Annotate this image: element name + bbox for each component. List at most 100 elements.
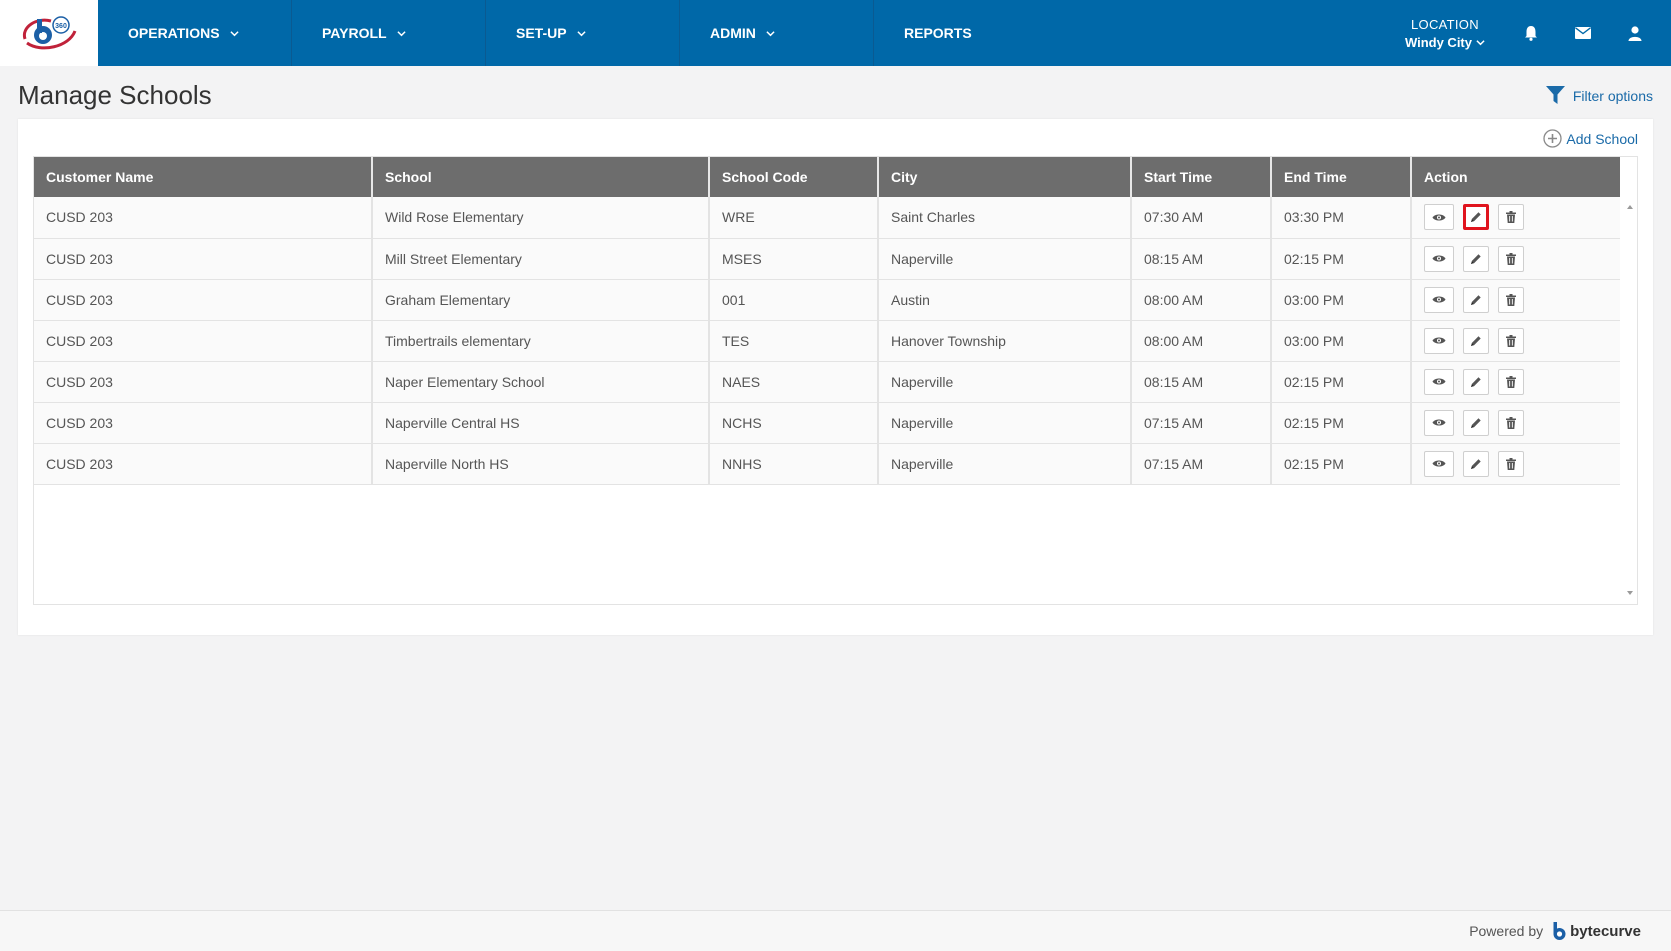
column-header-school-code[interactable]: School Code (709, 157, 879, 197)
row-actions (1424, 245, 1620, 272)
delete-button[interactable] (1498, 327, 1524, 354)
powered-by-label: Powered by (1469, 923, 1544, 939)
nav-payroll[interactable]: PAYROLL (292, 0, 486, 66)
row-actions (1424, 409, 1620, 436)
column-header-city[interactable]: City (878, 157, 1132, 197)
trash-icon (1506, 334, 1516, 347)
cell-school: Graham Elementary (372, 279, 710, 321)
view-button[interactable] (1424, 409, 1454, 436)
add-school-button[interactable]: Add School (1543, 129, 1638, 148)
view-button[interactable] (1424, 450, 1454, 477)
edit-button[interactable] (1463, 409, 1489, 436)
table-row: CUSD 203 Mill Street Elementary MSES Naperv… (34, 238, 1620, 280)
cell-actions (1411, 197, 1620, 239)
pencil-icon (1471, 376, 1481, 387)
pencil-icon (1471, 253, 1481, 264)
edit-button[interactable] (1463, 286, 1489, 313)
table-row: CUSD 203 Wild Rose Elementary WRE Saint Cha… (34, 197, 1620, 239)
eye-icon (1432, 419, 1446, 426)
cell-start-time: 08:00 AM (1131, 320, 1272, 362)
column-header-end-time[interactable]: End Time (1271, 157, 1412, 197)
nav-payroll-label: PAYROLL (322, 25, 387, 41)
notifications-button[interactable] (1505, 0, 1557, 66)
scroll-up-arrow-icon[interactable] (1625, 202, 1635, 212)
delete-button[interactable] (1498, 286, 1524, 313)
cell-school-code: NNHS (709, 443, 879, 485)
view-button[interactable] (1424, 286, 1454, 313)
filter-options-button[interactable]: Filter options (1545, 86, 1653, 105)
location-selector[interactable]: LOCATION Windy City (1405, 0, 1505, 66)
cell-start-time: 08:00 AM (1131, 279, 1272, 321)
user-icon (1628, 25, 1642, 41)
pencil-icon (1471, 417, 1481, 428)
app-logo[interactable]: 360 (0, 0, 98, 66)
eye-icon (1432, 378, 1446, 385)
delete-button[interactable] (1498, 450, 1524, 477)
nav-operations[interactable]: OPERATIONS (98, 0, 292, 66)
plus-circle-icon (1543, 129, 1563, 148)
cell-end-time: 02:15 PM (1271, 238, 1412, 280)
edit-button[interactable] (1463, 450, 1489, 477)
column-header-customer-name[interactable]: Customer Name (34, 157, 373, 197)
table-header-row: Customer Name School School Code City St… (34, 157, 1620, 197)
nav-operations-label: OPERATIONS (128, 25, 220, 41)
table-row: CUSD 203 Graham Elementary 001 Austin 08:00 … (34, 279, 1620, 321)
cell-customer-name: CUSD 203 (34, 320, 373, 362)
cell-start-time: 07:15 AM (1131, 443, 1272, 485)
scroll-down-arrow-icon[interactable] (1625, 588, 1635, 598)
delete-button[interactable] (1498, 204, 1524, 231)
user-menu-button[interactable] (1609, 0, 1661, 66)
filter-options-label: Filter options (1572, 87, 1653, 104)
cell-customer-name: CUSD 203 (34, 197, 373, 239)
cell-school-code: NCHS (709, 402, 879, 444)
delete-button[interactable] (1498, 245, 1524, 272)
view-button[interactable] (1424, 368, 1454, 395)
edit-button[interactable] (1463, 368, 1489, 395)
cell-actions (1411, 238, 1620, 280)
delete-button[interactable] (1498, 368, 1524, 395)
cell-start-time: 07:15 AM (1131, 402, 1272, 444)
chevron-down-icon (229, 30, 239, 36)
cell-city: Naperville (878, 443, 1132, 485)
cell-school-code: 001 (709, 279, 879, 321)
delete-button[interactable] (1498, 409, 1524, 436)
table-body: CUSD 203 Wild Rose Elementary WRE Saint Cha… (34, 197, 1620, 485)
add-school-label: Add School (1566, 130, 1638, 147)
cell-end-time: 03:30 PM (1271, 197, 1412, 239)
column-header-school[interactable]: School (372, 157, 710, 197)
edit-button[interactable] (1463, 245, 1489, 272)
view-button[interactable] (1424, 327, 1454, 354)
cell-school-code: TES (709, 320, 879, 362)
cell-actions (1411, 279, 1620, 321)
view-button[interactable] (1424, 245, 1454, 272)
cell-start-time: 08:15 AM (1131, 361, 1272, 403)
cell-customer-name: CUSD 203 (34, 238, 373, 280)
nav-reports[interactable]: REPORTS (874, 0, 1068, 66)
eye-icon (1432, 255, 1446, 262)
nav-setup[interactable]: SET-UP (486, 0, 680, 66)
edit-button[interactable] (1463, 327, 1489, 354)
cell-end-time: 03:00 PM (1271, 320, 1412, 362)
cell-customer-name: CUSD 203 (34, 279, 373, 321)
nav-reports-label: REPORTS (904, 25, 972, 41)
messages-button[interactable] (1557, 0, 1609, 66)
table-row: CUSD 203 Naperville Central HS NCHS Napervi… (34, 402, 1620, 444)
eye-icon (1432, 337, 1446, 344)
cell-city: Naperville (878, 402, 1132, 444)
nav-admin[interactable]: ADMIN (680, 0, 874, 66)
cell-school: Naperville Central HS (372, 402, 710, 444)
column-header-start-time[interactable]: Start Time (1131, 157, 1272, 197)
cell-start-time: 08:15 AM (1131, 238, 1272, 280)
bytecurve-logo-icon (1553, 922, 1566, 940)
view-button[interactable] (1424, 204, 1454, 231)
bytecurve-logo[interactable]: bytecurve (1551, 921, 1641, 941)
chevron-down-icon (766, 30, 775, 36)
schools-card: Add School Customer Name School School C… (18, 119, 1653, 635)
pencil-icon (1471, 458, 1481, 469)
cell-city: Naperville (878, 238, 1132, 280)
edit-button[interactable] (1463, 204, 1489, 231)
row-actions (1424, 327, 1620, 354)
row-actions (1424, 204, 1620, 231)
trash-icon (1506, 416, 1516, 429)
schools-table-container[interactable]: Customer Name School School Code City St… (33, 156, 1638, 605)
